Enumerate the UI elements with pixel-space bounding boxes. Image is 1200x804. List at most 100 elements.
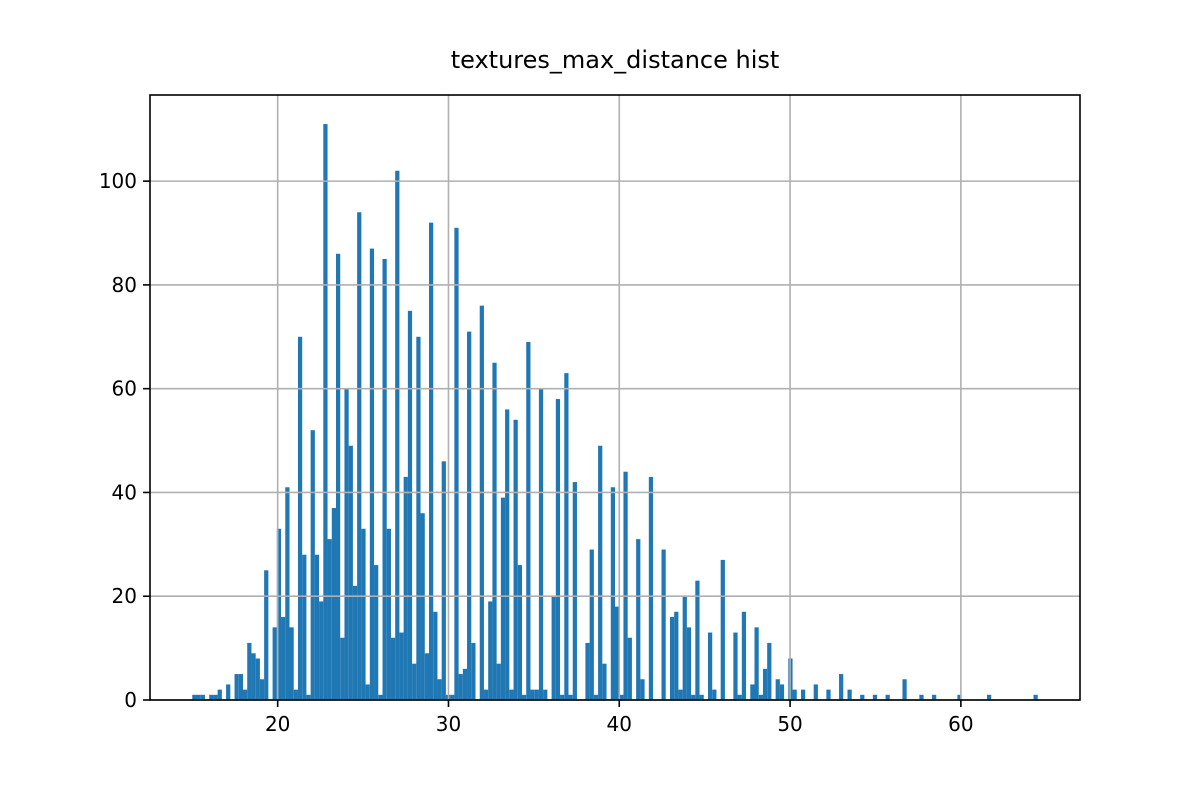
bar	[226, 684, 231, 700]
y-tick-label: 80	[112, 273, 137, 297]
bar	[513, 419, 518, 700]
bar	[365, 684, 370, 700]
bar	[192, 694, 197, 700]
bar	[872, 694, 878, 700]
bar	[488, 601, 493, 700]
bar	[314, 554, 320, 700]
x-tick-label: 20	[265, 712, 290, 736]
bar	[682, 596, 687, 700]
bar	[243, 689, 248, 700]
bar	[306, 694, 311, 700]
bar	[310, 430, 315, 700]
bar	[416, 336, 421, 700]
bar	[390, 637, 396, 700]
bar	[775, 679, 780, 700]
bar	[458, 674, 463, 700]
bar	[741, 611, 747, 700]
x-tick-label: 40	[607, 712, 632, 736]
bar	[919, 694, 924, 700]
bar	[450, 694, 455, 700]
bar	[395, 170, 400, 701]
bar	[885, 694, 890, 700]
bar	[847, 689, 852, 700]
bar	[1033, 694, 1038, 700]
bar	[860, 694, 865, 700]
bar	[610, 487, 615, 700]
bar	[293, 689, 298, 700]
bar	[382, 258, 387, 700]
bar	[471, 642, 476, 700]
bar	[526, 341, 531, 700]
bar	[720, 559, 725, 700]
bar	[699, 694, 704, 700]
bar	[801, 689, 806, 700]
bar	[327, 539, 332, 700]
plot-frame	[149, 94, 1081, 701]
bar	[196, 694, 201, 700]
bar	[200, 694, 205, 700]
y-tick-label: 40	[112, 480, 137, 504]
bar	[762, 668, 768, 700]
bar	[517, 565, 522, 700]
chart-title: textures_max_distance hist	[451, 46, 780, 74]
bar	[686, 627, 692, 700]
bar	[399, 632, 404, 700]
bar	[674, 611, 679, 700]
bar	[454, 227, 459, 700]
bar	[412, 663, 417, 700]
bar	[669, 616, 675, 700]
x-tick-label: 30	[436, 712, 461, 736]
bar	[615, 606, 620, 700]
bar	[568, 694, 573, 700]
bar	[555, 399, 561, 700]
bar	[374, 565, 379, 700]
bar	[530, 689, 535, 700]
bar	[424, 653, 429, 700]
x-tick-label: 50	[777, 712, 802, 736]
bar	[247, 642, 252, 700]
bar	[505, 409, 510, 700]
bar	[467, 331, 472, 700]
y-tick-label: 60	[112, 377, 137, 401]
bar	[437, 679, 442, 700]
bar	[619, 694, 624, 700]
bar	[623, 471, 628, 700]
bar	[462, 668, 468, 700]
bar	[209, 694, 214, 700]
bar	[441, 461, 446, 700]
bar	[302, 554, 307, 700]
bar	[695, 580, 700, 700]
bar	[538, 388, 544, 700]
bar	[767, 642, 772, 700]
bar	[403, 476, 408, 700]
bar	[543, 689, 548, 700]
bar	[572, 482, 577, 700]
bar	[640, 679, 645, 700]
bar	[792, 689, 797, 700]
bar	[932, 694, 937, 700]
bar	[407, 310, 413, 700]
bar	[585, 642, 590, 700]
bar	[593, 694, 599, 700]
layer	[150, 95, 1080, 701]
bar	[522, 694, 527, 700]
bar	[357, 212, 362, 700]
y-tick-label: 100	[99, 169, 137, 193]
bar	[779, 684, 785, 700]
layer	[192, 124, 1038, 701]
bar	[297, 336, 303, 700]
bar	[378, 694, 383, 700]
bar	[433, 611, 438, 700]
bar	[479, 305, 484, 700]
bar	[661, 549, 666, 700]
bar	[259, 679, 265, 700]
bar	[348, 445, 353, 700]
bar	[264, 570, 269, 700]
bar	[902, 679, 907, 700]
bar	[826, 689, 831, 700]
bar	[987, 694, 992, 700]
bar	[648, 476, 654, 700]
y-tick-label: 20	[112, 584, 137, 608]
bar	[712, 689, 717, 700]
